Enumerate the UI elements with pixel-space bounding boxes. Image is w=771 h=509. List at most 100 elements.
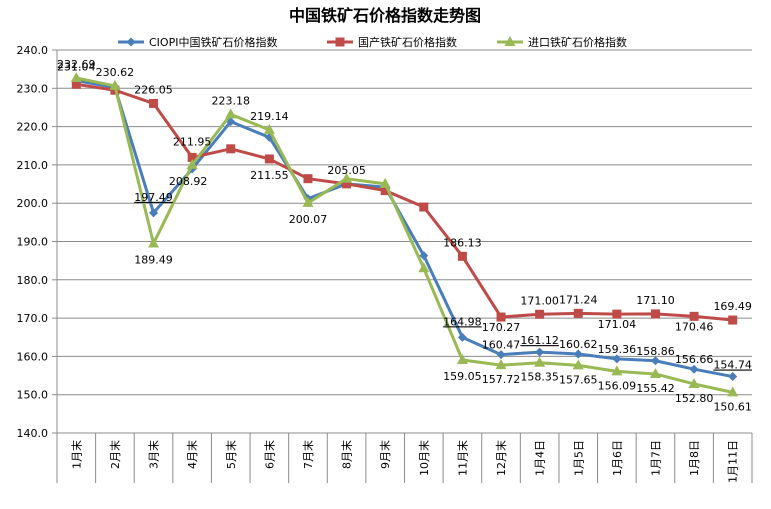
data-point <box>728 372 738 382</box>
data-point <box>303 174 313 184</box>
x-tick-label: 6月末 <box>262 440 276 469</box>
data-point <box>457 332 467 342</box>
data-label: 171.10 <box>636 294 675 307</box>
data-point <box>149 98 159 108</box>
y-tick-label: 220.0 <box>17 121 49 134</box>
legend-marker <box>504 36 516 46</box>
data-point <box>573 349 583 359</box>
data-point <box>649 367 661 378</box>
data-label: 158.86 <box>636 345 675 358</box>
data-point <box>341 172 353 183</box>
y-tick-label: 230.0 <box>17 82 49 95</box>
data-label: 170.27 <box>482 321 521 334</box>
series-line <box>76 76 734 394</box>
data-label: 160.47 <box>482 339 521 352</box>
y-tick-label: 140.0 <box>17 427 49 440</box>
y-tick-label: 180.0 <box>17 274 49 287</box>
data-point <box>535 347 545 357</box>
legend-label: CIOPI中国铁矿石价格指数 <box>149 35 277 49</box>
data-label: 159.05 <box>443 370 482 383</box>
data-point <box>456 354 468 365</box>
legend-label: 进口铁矿石价格指数 <box>528 35 627 49</box>
legend-marker <box>335 37 345 47</box>
series-line <box>76 82 733 322</box>
data-label: 157.72 <box>482 373 521 386</box>
chart-title: 中国铁矿石价格指数走势图 <box>289 6 481 25</box>
x-tick-label: 2月末 <box>108 440 122 469</box>
x-tick-label: 10月末 <box>417 440 431 476</box>
y-tick-label: 210.0 <box>17 159 49 172</box>
data-label: 226.05 <box>134 83 173 96</box>
data-point <box>689 311 699 321</box>
data-point <box>611 365 623 376</box>
data-point <box>187 152 197 162</box>
data-point <box>263 123 275 134</box>
x-tick-label: 1月11日 <box>727 440 740 483</box>
data-point <box>226 144 236 154</box>
data-point <box>149 208 159 218</box>
y-tick-label: 240.0 <box>17 44 49 57</box>
y-tick-label: 150.0 <box>17 389 49 402</box>
data-point <box>419 251 429 261</box>
y-tick-label: 190.0 <box>17 236 49 249</box>
data-label: 211.95 <box>173 135 212 148</box>
x-tick-label: 5月末 <box>224 440 238 469</box>
data-label: 208.92 <box>169 175 208 188</box>
data-point <box>71 79 81 89</box>
data-label: 164.98 <box>443 315 482 328</box>
data-label: 211.55 <box>250 169 289 182</box>
x-tick-label: 1月7日 <box>649 440 662 476</box>
legend: CIOPI中国铁矿石价格指数 国产铁矿石价格指数 进口铁矿石价格指数 <box>118 35 627 49</box>
data-point <box>225 108 237 119</box>
data-label: 156.09 <box>598 379 637 392</box>
data-label: 189.49 <box>134 253 173 266</box>
data-point <box>148 237 160 248</box>
x-tick-label: 3月末 <box>147 440 161 469</box>
data-point <box>573 308 583 318</box>
data-label: 154.74 <box>713 359 752 372</box>
data-point <box>688 377 700 388</box>
data-point <box>342 179 352 189</box>
data-label: 157.65 <box>559 373 598 386</box>
data-point <box>457 251 467 261</box>
data-point <box>264 154 274 164</box>
data-label: 186.13 <box>443 236 482 249</box>
data-label: 232.69 <box>57 58 96 71</box>
data-point <box>689 364 699 374</box>
x-tick-label: 12月末 <box>494 440 508 476</box>
data-label: 170.46 <box>675 320 714 333</box>
y-gridlines <box>57 49 752 396</box>
series-3 <box>70 71 739 397</box>
data-point <box>572 359 584 370</box>
x-tick-label: 4月末 <box>185 440 199 469</box>
data-label: 200.07 <box>289 213 328 226</box>
y-axis: 140.0 150.0 160.0 170.0 180.0 190.0 200.0 210.0… <box>17 44 58 440</box>
data-point <box>419 202 429 212</box>
data-label: 152.80 <box>675 392 714 405</box>
data-point <box>495 359 507 370</box>
data-point <box>496 350 506 360</box>
data-label: 171.04 <box>598 318 637 331</box>
data-label: 150.61 <box>713 400 752 413</box>
data-label: 223.18 <box>212 94 251 107</box>
data-point <box>535 309 545 319</box>
data-label: 169.49 <box>713 300 752 313</box>
series-lines <box>70 71 739 397</box>
data-label: 161.12 <box>520 334 559 347</box>
data-label: 219.14 <box>250 110 289 123</box>
y-tick-label: 160.0 <box>17 350 49 363</box>
data-label: 155.42 <box>636 382 675 395</box>
data-label: 171.24 <box>559 293 598 306</box>
data-point <box>650 356 660 366</box>
data-point <box>534 356 546 367</box>
x-axis: 1月末 2月末 3月末 4月末 5月末 6月末 7月末 8月末 9月末 10月末 11月末 12月末 1… <box>56 432 753 483</box>
data-point <box>612 354 622 364</box>
data-label: 160.62 <box>559 338 598 351</box>
data-label: 231.04 <box>57 61 96 74</box>
data-point <box>380 186 390 196</box>
x-tick-label: 7月末 <box>301 440 315 469</box>
x-tick-label: 8月末 <box>340 440 354 469</box>
x-tick-label: 1月4日 <box>534 440 547 476</box>
